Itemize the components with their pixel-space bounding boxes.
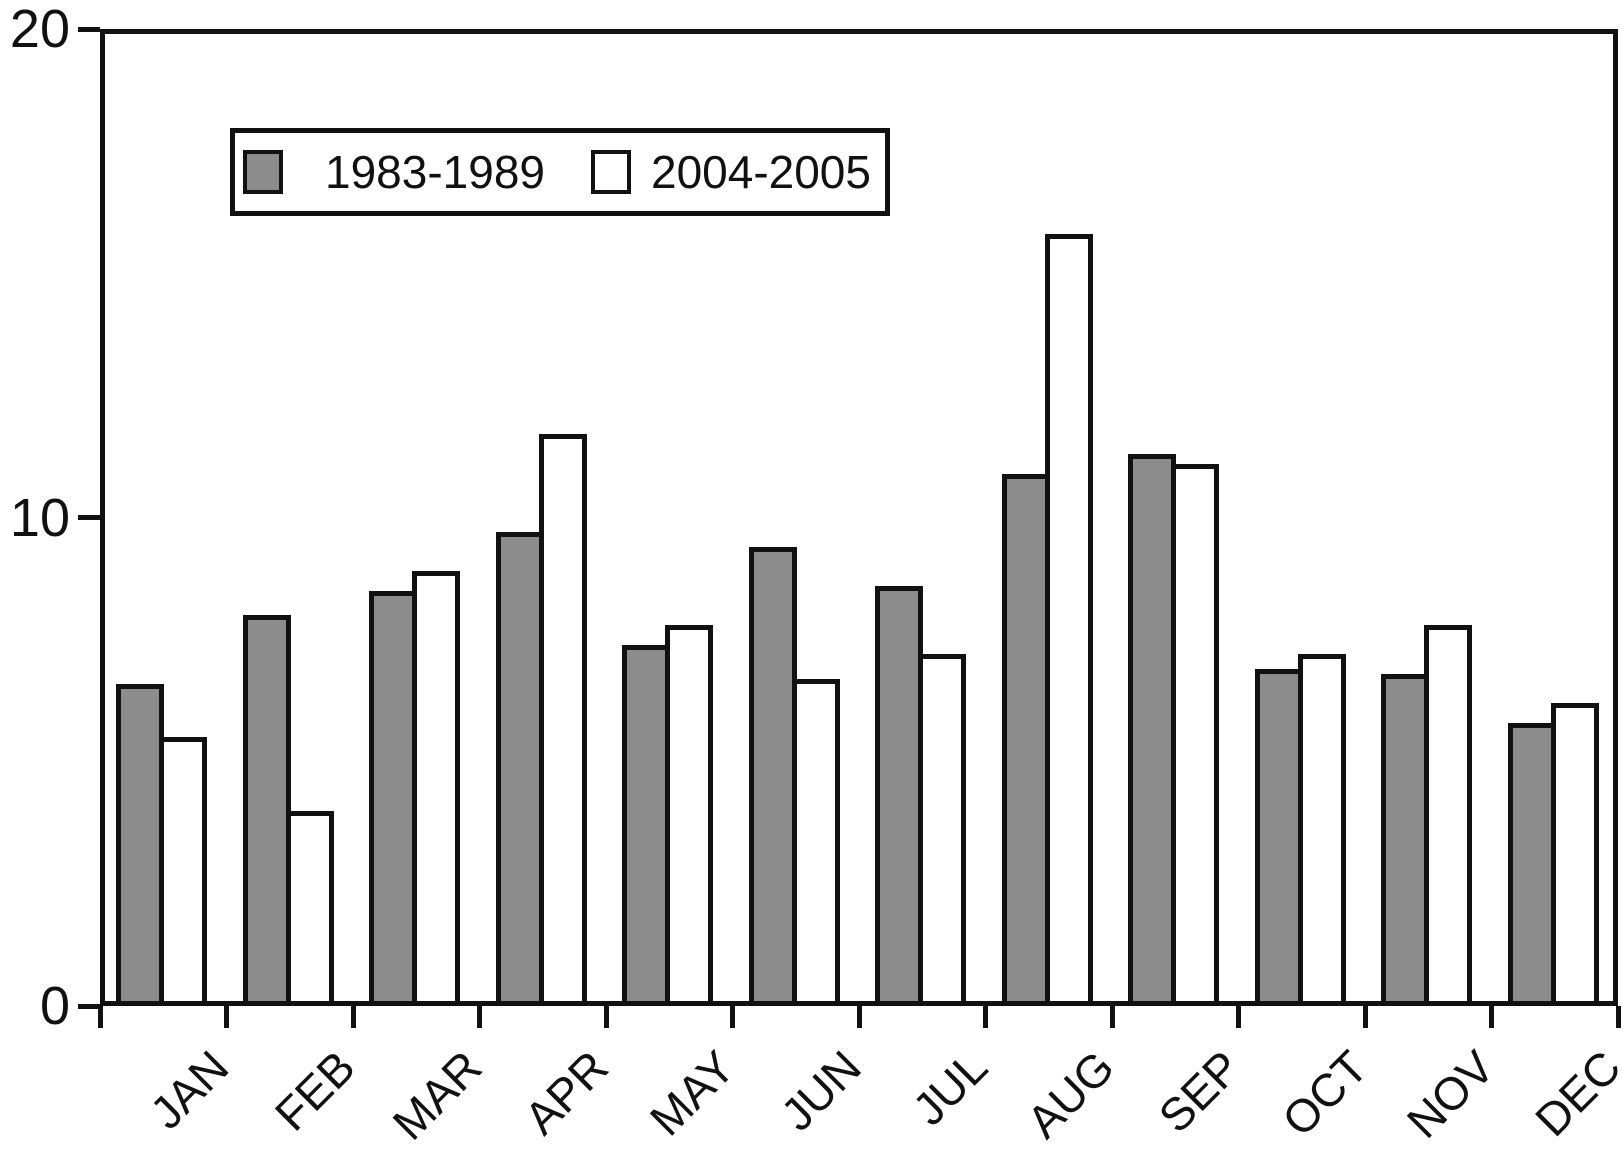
y-axis-label-0: 0 (39, 976, 70, 1036)
bar-1983-1989-mar (369, 591, 417, 1001)
legend-item-series-1: 1983-1989 (243, 148, 545, 196)
x-axis-label-sep: SEP (1148, 1040, 1251, 1143)
bar-1983-1989-jul (875, 586, 923, 1001)
x-axis-label-dec: DEC (1524, 1040, 1623, 1147)
bar-1983-1989-oct (1254, 669, 1303, 1001)
x-axis-tick-8 (1109, 1006, 1115, 1028)
bar-2004-2005-feb (285, 811, 334, 1001)
bar-2004-2005-jan (159, 737, 207, 1001)
x-axis-label-may: MAY (639, 1040, 745, 1146)
x-axis-tick-3 (477, 1006, 482, 1028)
x-axis-label-jul: JUL (902, 1040, 998, 1136)
bar-1983-1989-apr (495, 532, 544, 1001)
bar-1983-1989-dec (1507, 723, 1556, 1001)
bar-2004-2005-sep (1171, 464, 1219, 1001)
x-axis-tick-11 (1489, 1006, 1494, 1028)
bar-2004-2005-jun (791, 679, 840, 1001)
legend-label-series-1: 1983-1989 (325, 146, 545, 198)
x-axis-tick-7 (983, 1006, 988, 1028)
bar-1983-1989-jun (748, 547, 797, 1001)
legend-swatch-series-2 (590, 150, 631, 194)
y-axis-label-20: 20 (9, 0, 70, 59)
x-axis-label-apr: APR (514, 1040, 619, 1145)
x-axis-tick-6 (856, 1006, 862, 1028)
legend-item-series-2: 2004-2005 (590, 146, 871, 198)
x-axis-tick-2 (350, 1006, 356, 1028)
y-axis-tick-0 (78, 1003, 100, 1009)
x-axis-label-mar: MAR (382, 1040, 492, 1150)
bar-2004-2005-apr (538, 434, 587, 1001)
bar-1983-1989-feb (242, 615, 291, 1001)
x-axis-label-jun: JUN (771, 1040, 872, 1141)
legend: 1983-1989 2004-2005 (230, 128, 890, 216)
bar-1983-1989-aug (1001, 474, 1050, 1001)
y-axis-tick-10 (78, 515, 100, 520)
x-axis-label-aug: AUG (1016, 1040, 1125, 1148)
x-axis-label-oct: OCT (1271, 1040, 1378, 1147)
bar-2004-2005-mar (412, 571, 460, 1001)
bar-2004-2005-jul (918, 654, 966, 1001)
legend-label-series-2: 2004-2005 (650, 146, 871, 198)
legend-swatch-series-1 (243, 150, 283, 194)
bar-1983-1989-jan (116, 684, 164, 1001)
x-axis-tick-10 (1362, 1006, 1368, 1028)
bar-2004-2005-nov (1424, 625, 1472, 1001)
x-axis-label-nov: NOV (1396, 1040, 1504, 1148)
bar-1983-1989-may (622, 645, 670, 1001)
bar-1983-1989-sep (1128, 454, 1176, 1001)
x-axis-tick-4 (603, 1006, 609, 1028)
x-axis-label-jan: JAN (140, 1040, 239, 1139)
x-axis-label-feb: FEB (265, 1040, 366, 1141)
y-axis-label-10: 10 (9, 487, 70, 548)
bar-1983-1989-nov (1381, 674, 1429, 1001)
x-axis-tick-5 (730, 1006, 735, 1028)
y-axis-tick-20 (78, 26, 100, 32)
x-axis-tick-12 (1615, 1006, 1621, 1028)
bar-2004-2005-dec (1550, 703, 1599, 1001)
x-axis-tick-1 (224, 1006, 229, 1028)
bar-2004-2005-may (665, 625, 713, 1001)
bar-2004-2005-aug (1044, 234, 1093, 1001)
bar-2004-2005-oct (1297, 654, 1346, 1001)
x-axis-tick-9 (1236, 1006, 1241, 1028)
plot-frame (100, 29, 1618, 1006)
x-axis-tick-0 (97, 1006, 103, 1028)
